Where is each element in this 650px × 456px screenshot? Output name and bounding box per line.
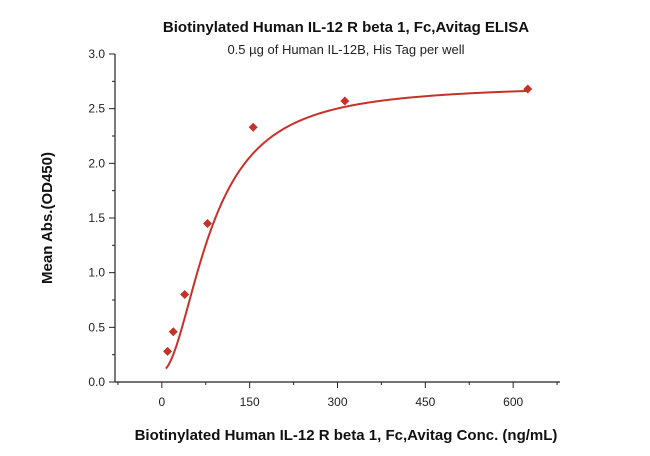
x-axis-label: Biotinylated Human IL-12 R beta 1, Fc,Av… <box>135 427 558 444</box>
x-tick-label: 150 <box>240 395 260 409</box>
y-ticks: 0.0 0.5 1.0 1.5 2.0 2.5 3.0 <box>88 47 115 389</box>
data-point <box>168 327 178 337</box>
chart-title: Biotinylated Human IL-12 R beta 1, Fc,Av… <box>163 19 529 36</box>
x-tick-label: 300 <box>327 395 347 409</box>
x-tick-label: 450 <box>415 395 435 409</box>
x-tick-label: 0 <box>158 395 165 409</box>
axes <box>114 54 560 383</box>
data-point <box>180 290 190 300</box>
y-tick-label: 3.0 <box>88 47 105 61</box>
y-tick-label: 0.0 <box>88 375 105 389</box>
data-point <box>248 122 258 132</box>
y-tick-label: 2.5 <box>88 102 105 116</box>
data-point <box>523 84 533 94</box>
data-point <box>203 218 213 228</box>
fit-curve <box>165 89 528 370</box>
y-axis-label: Mean Abs.(OD450) <box>39 152 56 284</box>
data-points <box>163 84 533 356</box>
chart-subtitle: 0.5 µg of Human IL-12B, His Tag per well <box>227 42 464 57</box>
y-tick-label: 0.5 <box>88 320 105 334</box>
y-tick-label: 1.0 <box>88 266 105 280</box>
data-point <box>163 346 173 356</box>
y-tick-label: 2.0 <box>88 156 105 170</box>
x-tick-label: 600 <box>503 395 523 409</box>
y-tick-label: 1.5 <box>88 211 105 225</box>
data-point <box>340 96 350 106</box>
x-ticks: 0 150 300 450 600 <box>117 382 558 409</box>
